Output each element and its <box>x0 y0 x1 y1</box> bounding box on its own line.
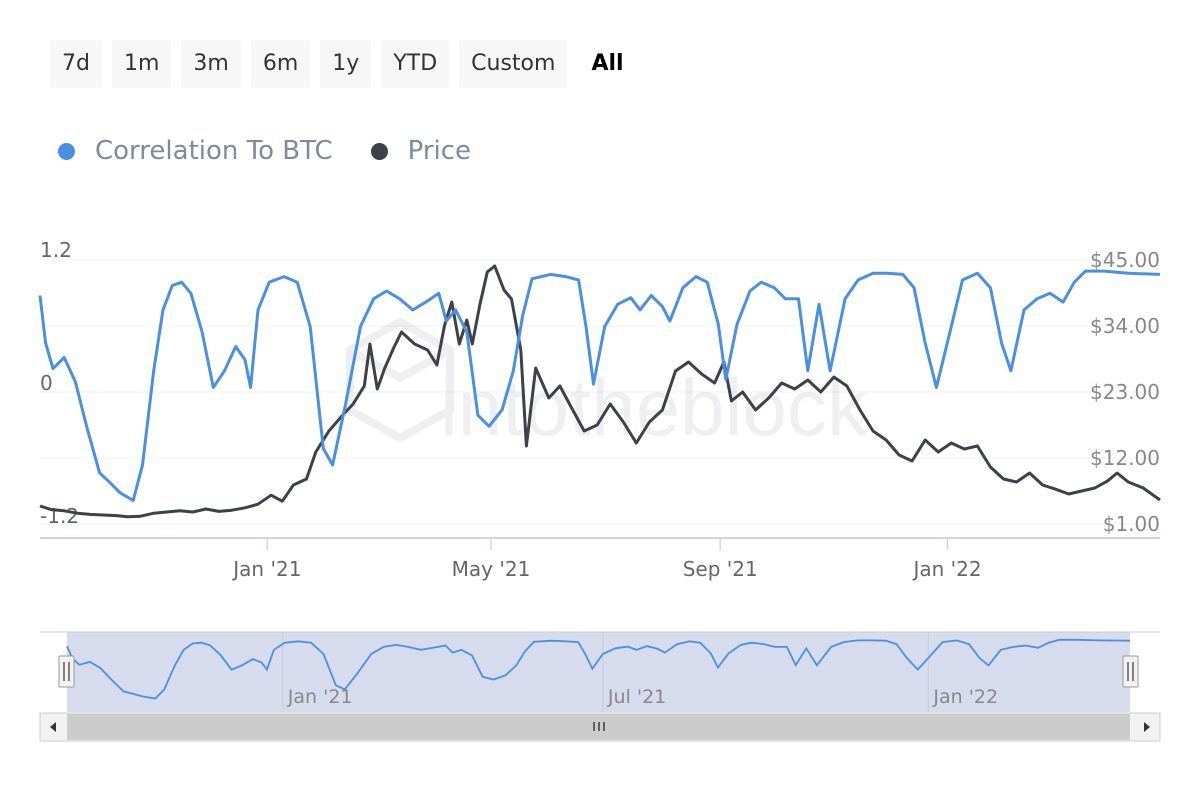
right-axis-label: $45.00 <box>1090 248 1160 272</box>
left-axis-labels: 1.20-1.2 <box>40 238 79 528</box>
range-button-7d[interactable]: 7d <box>50 40 102 88</box>
range-button-custom[interactable]: Custom <box>459 40 568 88</box>
scroll-left-arrow-icon[interactable] <box>50 722 56 732</box>
right-axis-label: $12.00 <box>1090 446 1160 470</box>
navigator-tick-label: Jul '21 <box>607 686 666 708</box>
navigator-selected-range[interactable] <box>67 632 1130 712</box>
right-axis-label: $1.00 <box>1103 512 1160 536</box>
legend-marker-correlation <box>58 142 75 160</box>
series-line-correlation <box>38 269 1161 502</box>
x-tick-label: Jan '22 <box>911 557 981 581</box>
navigator-tick-label: Jan '21 <box>287 686 353 708</box>
legend-item-price[interactable]: Price <box>363 136 471 166</box>
gridlines <box>40 259 1160 525</box>
navigator: Jan '21 Jul '21 Jan '22 <box>40 631 1160 712</box>
x-tick-label: May '21 <box>452 557 531 581</box>
legend-label-price: Price <box>407 136 472 166</box>
right-axis-label: $34.00 <box>1090 314 1160 338</box>
x-tick-label: Jan '21 <box>231 557 301 581</box>
legend-item-correlation[interactable]: Correlation To BTC <box>50 136 333 166</box>
series-layer <box>38 264 1161 519</box>
scrollbar-grip-icon <box>593 722 605 731</box>
right-axis-label: $23.00 <box>1090 380 1160 404</box>
left-axis-label: 0 <box>40 371 53 395</box>
range-button-ytd[interactable]: YTD <box>381 40 450 88</box>
navigator-series <box>66 638 1131 700</box>
x-tick-label: Sep '21 <box>683 557 758 581</box>
navigator-handle-right[interactable] <box>1122 655 1139 688</box>
legend-marker-price <box>370 142 388 160</box>
range-button-all[interactable]: All <box>591 51 624 76</box>
range-button-3m[interactable]: 3m <box>181 40 241 88</box>
range-button-1m[interactable]: 1m <box>111 40 172 88</box>
navigator-ticks: Jan '21 Jul '21 Jan '22 <box>282 632 998 712</box>
range-button-6m[interactable]: 6m <box>250 40 311 88</box>
legend-label-correlation: Correlation To BTC <box>95 136 333 166</box>
scroll-right-arrow-icon[interactable] <box>1144 722 1150 732</box>
navigator-handle-left[interactable] <box>58 655 75 688</box>
range-button-1y[interactable]: 1y <box>320 40 372 88</box>
x-axis-ticks: Jan '21 May '21 Sep '21 Jan '22 <box>231 538 982 581</box>
chart-legend: Correlation To BTC Price <box>50 128 501 174</box>
right-axis-labels: $45.00 $34.00 $23.00 $12.00 $1.00 <box>1090 248 1160 536</box>
scrollbar <box>39 712 1161 742</box>
watermark: intotheblock <box>346 317 868 452</box>
navigator-series-line <box>66 638 1131 700</box>
series-line-price <box>39 264 1161 519</box>
left-axis-label: 1.2 <box>40 238 72 262</box>
navigator-tick-label: Jan '22 <box>932 686 998 708</box>
range-selector: 7d 1m 3m 6m 1y YTD Custom All <box>50 40 648 88</box>
